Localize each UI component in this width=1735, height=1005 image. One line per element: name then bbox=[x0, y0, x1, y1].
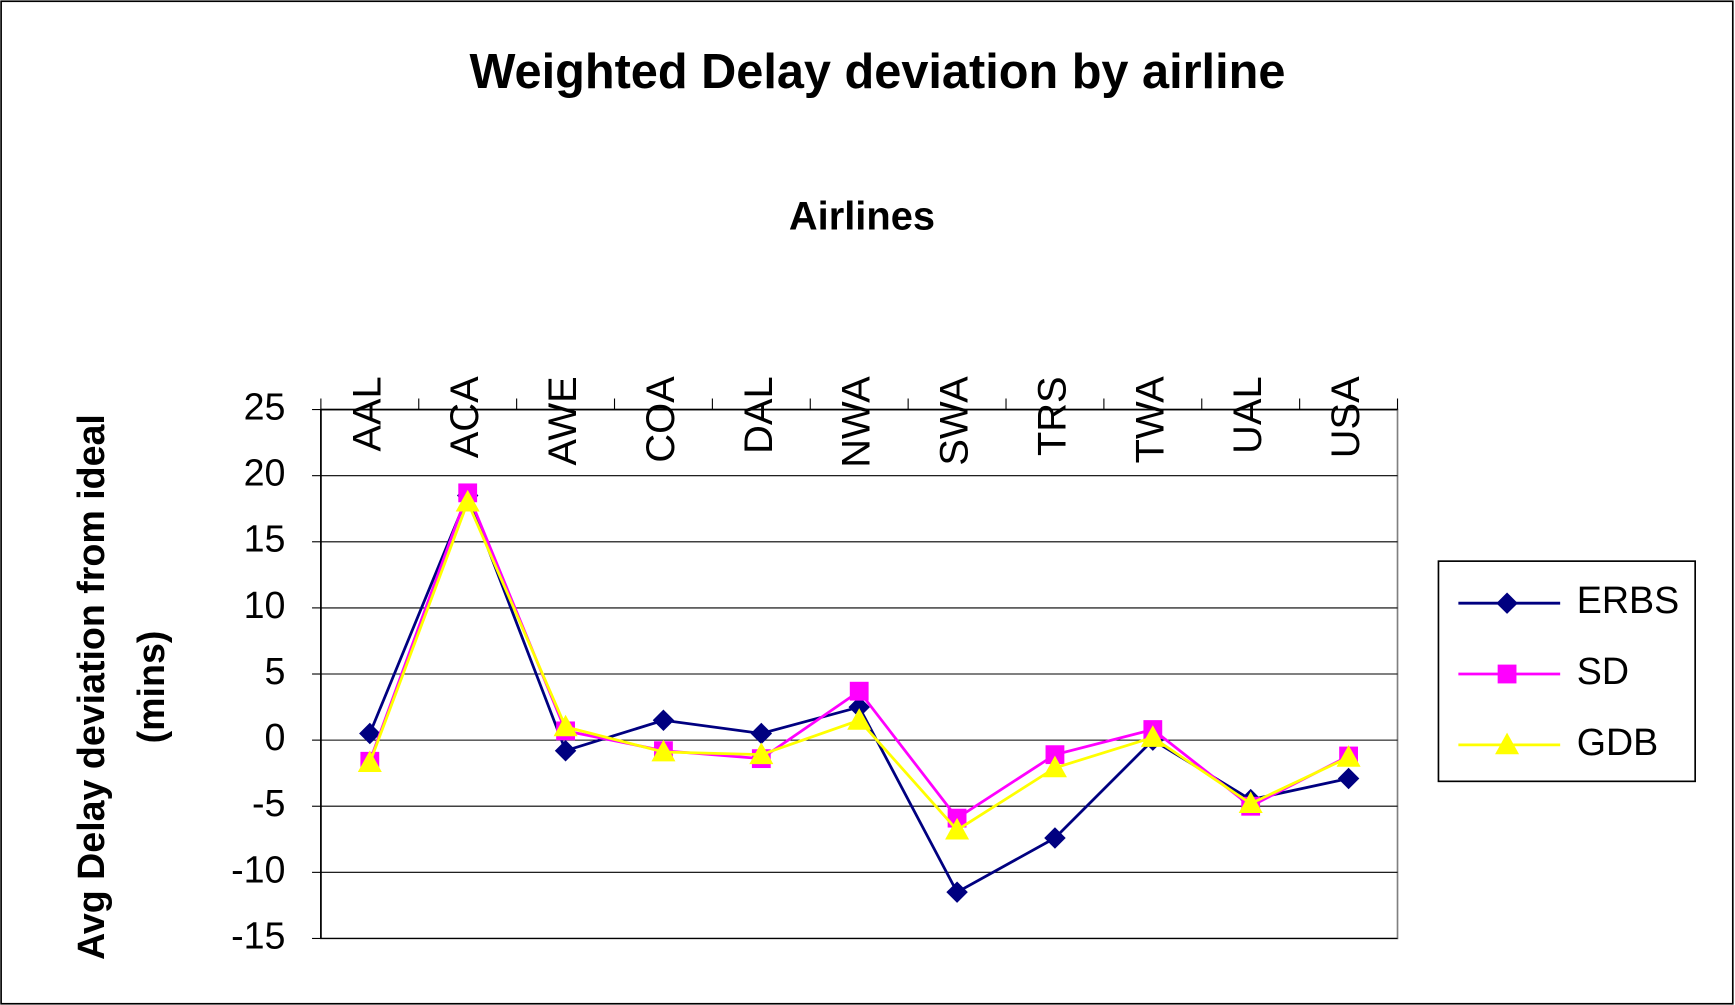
x-tick-label: USA bbox=[1324, 376, 1368, 458]
data-point bbox=[1238, 791, 1263, 813]
data-point bbox=[1044, 827, 1066, 849]
y-tick-label: 10 bbox=[244, 584, 286, 626]
y-tick-label: 5 bbox=[265, 650, 286, 692]
data-point bbox=[455, 489, 480, 512]
y-tick-label: -5 bbox=[252, 782, 285, 824]
x-tick-label: DAL bbox=[737, 376, 781, 453]
data-point bbox=[849, 681, 869, 701]
y-tick-label: 20 bbox=[244, 452, 286, 494]
y-tick-label: -15 bbox=[231, 914, 285, 956]
legend-label: GDB bbox=[1577, 721, 1659, 763]
data-point bbox=[1140, 725, 1165, 747]
legend-label: ERBS bbox=[1577, 579, 1679, 621]
data-point bbox=[1042, 755, 1067, 778]
x-tick-label: UAL bbox=[1226, 376, 1270, 453]
legend-marker bbox=[1497, 664, 1517, 684]
data-point bbox=[749, 742, 774, 765]
y-tick-label: 0 bbox=[265, 716, 286, 758]
legend-label: SD bbox=[1577, 650, 1629, 692]
data-point bbox=[1336, 745, 1361, 767]
y-tick-label: -10 bbox=[231, 848, 285, 890]
x-tick-label: TRS bbox=[1030, 376, 1074, 456]
x-tick-label: ACA bbox=[443, 376, 487, 458]
y-tick-label: 15 bbox=[244, 518, 286, 560]
data-point bbox=[651, 739, 676, 762]
legend-marker bbox=[1495, 732, 1520, 755]
data-point bbox=[946, 881, 968, 903]
legend-marker bbox=[1496, 592, 1518, 614]
x-tick-label: SWA bbox=[933, 376, 977, 466]
y-tick-label: 25 bbox=[244, 385, 286, 427]
data-point bbox=[652, 709, 675, 732]
chart-title: Weighted Delay deviation by airline bbox=[469, 45, 1285, 99]
x-tick-label: TWA bbox=[1128, 376, 1172, 463]
x-tick-label: NWA bbox=[835, 376, 879, 468]
data-point bbox=[1337, 767, 1360, 790]
x-tick-label: AAL bbox=[345, 376, 389, 451]
data-point bbox=[359, 722, 381, 745]
x-axis-title: Airlines bbox=[789, 195, 935, 239]
x-tick-label: COA bbox=[639, 376, 683, 463]
data-point bbox=[357, 750, 382, 773]
data-point bbox=[553, 714, 578, 737]
data-point bbox=[847, 708, 872, 730]
y-axis-title: Avg Delay deviation from ideal (mins) bbox=[70, 414, 172, 960]
data-point bbox=[945, 817, 970, 840]
x-tick-label: AWE bbox=[541, 376, 585, 465]
data-point bbox=[554, 739, 577, 762]
